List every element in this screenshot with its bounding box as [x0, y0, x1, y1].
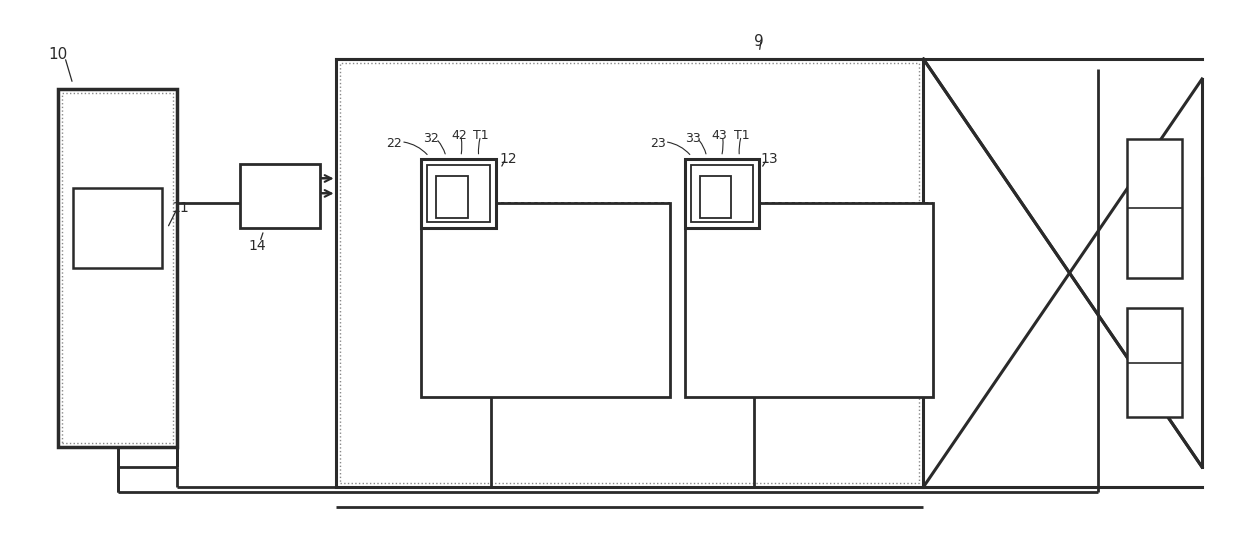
- Bar: [336, 59, 924, 487]
- Text: 10: 10: [48, 47, 67, 61]
- Text: 22: 22: [387, 137, 402, 150]
- Text: 11: 11: [171, 201, 190, 215]
- Text: 12: 12: [500, 152, 517, 165]
- Bar: [341, 63, 920, 483]
- Text: T1: T1: [734, 129, 749, 142]
- Bar: [699, 176, 732, 218]
- Text: 33: 33: [684, 132, 701, 145]
- Text: 43: 43: [712, 129, 728, 142]
- Bar: [73, 189, 162, 268]
- Text: 9: 9: [754, 33, 764, 49]
- Bar: [684, 158, 759, 228]
- Text: 32: 32: [423, 132, 439, 145]
- Bar: [436, 176, 467, 218]
- Text: 13: 13: [760, 152, 777, 165]
- Text: T1: T1: [472, 129, 489, 142]
- Bar: [427, 164, 490, 222]
- Text: 42: 42: [451, 129, 466, 142]
- Text: 14: 14: [248, 239, 265, 253]
- Bar: [691, 164, 754, 222]
- Bar: [58, 89, 177, 447]
- Bar: [684, 203, 934, 397]
- Bar: [422, 203, 670, 397]
- Bar: [62, 93, 174, 443]
- Bar: [422, 158, 496, 228]
- Text: 23: 23: [650, 137, 666, 150]
- Bar: [1127, 308, 1182, 417]
- Bar: [1127, 139, 1182, 278]
- Bar: [239, 163, 320, 228]
